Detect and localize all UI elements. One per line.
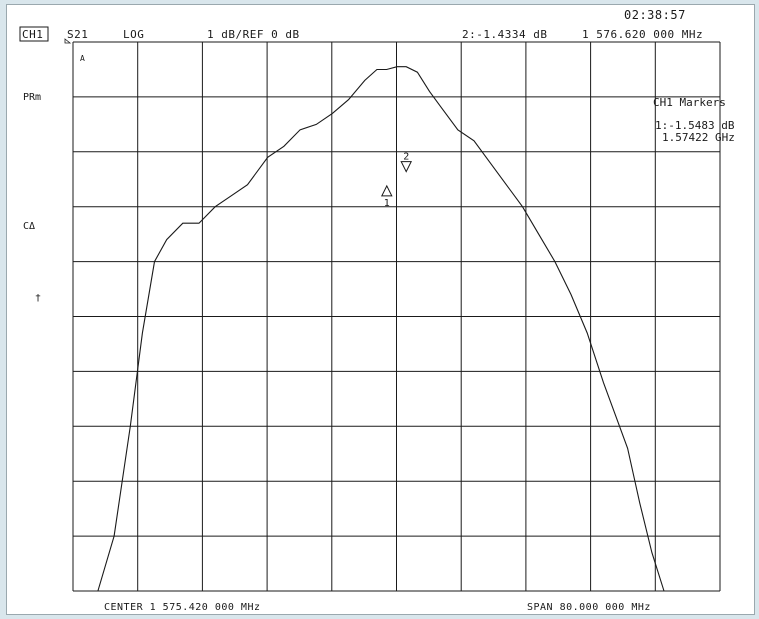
marker-1-label: 1 bbox=[384, 198, 390, 209]
analyzer-screen: CH1 S21 LOG 1 dB/REF 0 dB 2:-1.4334 dB 1… bbox=[6, 4, 755, 615]
center-frequency: CENTER 1 575.420 000 MHz bbox=[104, 602, 261, 613]
channel-box bbox=[19, 26, 49, 42]
active-marker-value: 2:-1.4334 dB bbox=[462, 28, 547, 41]
marker-2-label: 2 bbox=[403, 152, 409, 163]
analyzer-plot: CH1 S21 LOG 1 dB/REF 0 dB 2:-1.4334 dB 1… bbox=[19, 8, 735, 613]
graticule bbox=[72, 41, 721, 592]
marker-2-icon bbox=[400, 161, 413, 173]
channel-label: CH1 bbox=[22, 28, 43, 41]
parameter-label: S21 bbox=[67, 28, 88, 41]
format-label: LOG bbox=[123, 28, 144, 41]
prm-annotation: PRm bbox=[23, 92, 41, 103]
s21-trace bbox=[73, 66, 720, 592]
marker-1-icon bbox=[380, 184, 393, 197]
scale-label: 1 dB/REF 0 dB bbox=[207, 28, 300, 41]
clock-time: 02:38:57 bbox=[624, 8, 686, 22]
markers-panel-title: CH1 Markers bbox=[653, 96, 726, 109]
cursor-annotation: A bbox=[80, 54, 85, 63]
marker-1-value: 1:-1.5483 dB bbox=[655, 119, 735, 132]
span-frequency: SPAN 80.000 000 MHz bbox=[527, 602, 651, 613]
channel-pointer-icon bbox=[64, 38, 72, 44]
markers-layer: 12 bbox=[380, 152, 413, 209]
cor-annotation: CΔ bbox=[23, 221, 35, 232]
active-marker-frequency: 1 576.620 000 MHz bbox=[582, 28, 703, 41]
hold-annotation: † bbox=[35, 293, 41, 304]
marker-1-frequency: 1.57422 GHz bbox=[662, 131, 735, 144]
